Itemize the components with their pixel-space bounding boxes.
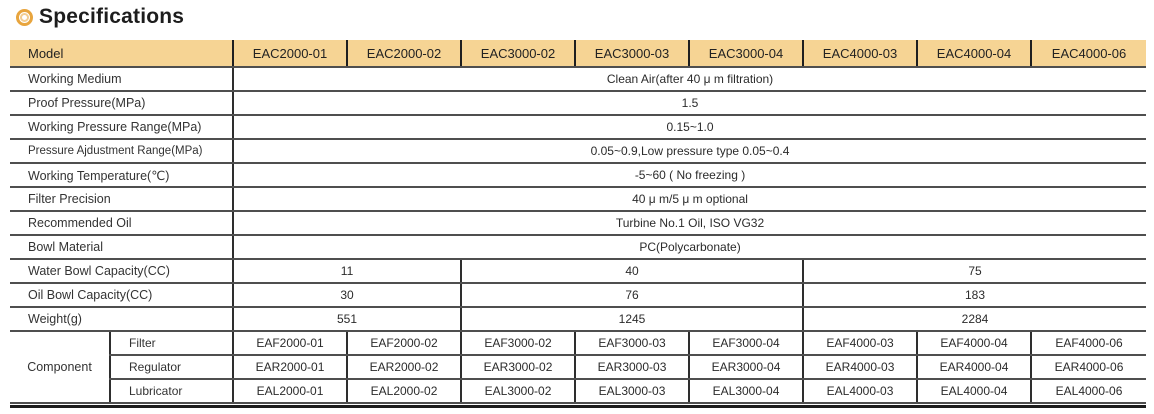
spec-row: Working Pressure Range(MPa) 0.15~1.0 (10, 115, 1147, 140)
group-value: 551 (232, 307, 462, 332)
model-header-cell: EAC4000-04 (916, 40, 1032, 68)
spec-row-label: Recommended Oil (10, 211, 234, 236)
component-value: EAL3000-03 (574, 379, 690, 404)
specifications-table: Model EAC2000-01 EAC2000-02 EAC3000-02 E… (10, 40, 1147, 404)
component-value: EAL4000-06 (1030, 379, 1147, 404)
model-header-row: Model EAC2000-01 EAC2000-02 EAC3000-02 E… (10, 40, 1147, 68)
spec-row-value: Turbine No.1 Oil, ISO VG32 (232, 211, 1147, 236)
table-bottom-rule (10, 405, 1146, 408)
group-value: 76 (460, 283, 804, 308)
component-value: EAL2000-02 (346, 379, 462, 404)
spec-row-label: Working Medium (10, 67, 234, 92)
group-row-label: Water Bowl Capacity(CC) (10, 259, 234, 284)
component-value: EAF3000-03 (574, 331, 690, 356)
component-row: Lubricator EAL2000-01 EAL2000-02 EAL3000… (10, 379, 1147, 404)
spec-row-value: 0.15~1.0 (232, 115, 1147, 140)
spec-row-value: PC(Polycarbonate) (232, 235, 1147, 260)
model-header-cell: EAC3000-03 (574, 40, 690, 68)
group-value: 11 (232, 259, 462, 284)
component-row: Regulator EAR2000-01 EAR2000-02 EAR3000-… (10, 355, 1147, 380)
component-sublabel: Regulator (108, 355, 234, 380)
component-sublabel: Lubricator (108, 379, 234, 404)
spec-row: Recommended Oil Turbine No.1 Oil, ISO VG… (10, 211, 1147, 236)
component-value: EAF4000-03 (802, 331, 918, 356)
component-value: EAF4000-04 (916, 331, 1032, 356)
model-header-label: Model (10, 40, 234, 68)
spec-row: Working Temperature(℃) -5~60 ( No freezi… (10, 163, 1147, 188)
model-header-cell: EAC4000-03 (802, 40, 918, 68)
group-row-label: Weight(g) (10, 307, 234, 332)
spec-row: Bowl Material PC(Polycarbonate) (10, 235, 1147, 260)
component-value: EAR4000-04 (916, 355, 1032, 380)
component-value: EAF3000-02 (460, 331, 576, 356)
group-row-label: Oil Bowl Capacity(CC) (10, 283, 234, 308)
page-title: Specifications (39, 5, 185, 28)
component-value: EAL3000-04 (688, 379, 804, 404)
spec-row-value: Clean Air(after 40 μ m filtration) (232, 67, 1147, 92)
component-value: EAR3000-02 (460, 355, 576, 380)
component-value: EAL3000-02 (460, 379, 576, 404)
component-value: EAF2000-02 (346, 331, 462, 356)
group-value: 183 (802, 283, 1147, 308)
section-title: Specifications (16, 5, 184, 29)
group-value: 40 (460, 259, 804, 284)
component-value: EAL4000-03 (802, 379, 918, 404)
model-header-cell: EAC4000-06 (1030, 40, 1147, 68)
component-value: EAF4000-06 (1030, 331, 1147, 356)
component-value: EAR3000-03 (574, 355, 690, 380)
component-sublabel: Filter (108, 331, 234, 356)
group-value: 1245 (460, 307, 804, 332)
component-value: EAR2000-01 (232, 355, 348, 380)
group-row: Oil Bowl Capacity(CC) 30 76 183 (10, 283, 1147, 308)
spec-row: Proof Pressure(MPa) 1.5 (10, 91, 1147, 116)
component-value: EAF2000-01 (232, 331, 348, 356)
group-value: 2284 (802, 307, 1147, 332)
spec-row-label: Working Temperature(℃) (10, 163, 234, 188)
spec-row-value: 1.5 (232, 91, 1147, 116)
model-header-cell: EAC3000-02 (460, 40, 576, 68)
spec-row: Working Medium Clean Air(after 40 μ m fi… (10, 67, 1147, 92)
component-value: EAL2000-01 (232, 379, 348, 404)
spec-row-label: Pressure Ajdustment Range(MPa) (10, 139, 234, 164)
group-row: Water Bowl Capacity(CC) 11 40 75 (10, 259, 1147, 284)
spec-row: Filter Precision 40 μ m/5 μ m optional (10, 187, 1147, 212)
component-value: EAR2000-02 (346, 355, 462, 380)
component-value: EAR4000-03 (802, 355, 918, 380)
spec-row-label: Proof Pressure(MPa) (10, 91, 234, 116)
spec-row-label: Bowl Material (10, 235, 234, 260)
spec-row-label: Filter Precision (10, 187, 234, 212)
model-header-cell: EAC2000-01 (232, 40, 348, 68)
double-ring-icon (16, 8, 33, 26)
component-value: EAR3000-04 (688, 355, 804, 380)
component-label: Component (10, 331, 110, 404)
spec-row-value: 40 μ m/5 μ m optional (232, 187, 1147, 212)
spec-row-value: -5~60 ( No freezing ) (232, 163, 1147, 188)
component-value: EAF3000-04 (688, 331, 804, 356)
group-row: Weight(g) 551 1245 2284 (10, 307, 1147, 332)
component-value: EAR4000-06 (1030, 355, 1147, 380)
spec-row-value: 0.05~0.9,Low pressure type 0.05~0.4 (232, 139, 1147, 164)
group-value: 75 (802, 259, 1147, 284)
spec-row-label: Working Pressure Range(MPa) (10, 115, 234, 140)
spec-row: Pressure Ajdustment Range(MPa) 0.05~0.9,… (10, 139, 1147, 164)
component-value: EAL4000-04 (916, 379, 1032, 404)
model-header-cell: EAC3000-04 (688, 40, 804, 68)
model-header-cell: EAC2000-02 (346, 40, 462, 68)
component-row: Component Filter EAF2000-01 EAF2000-02 E… (10, 331, 1147, 404)
group-value: 30 (232, 283, 462, 308)
